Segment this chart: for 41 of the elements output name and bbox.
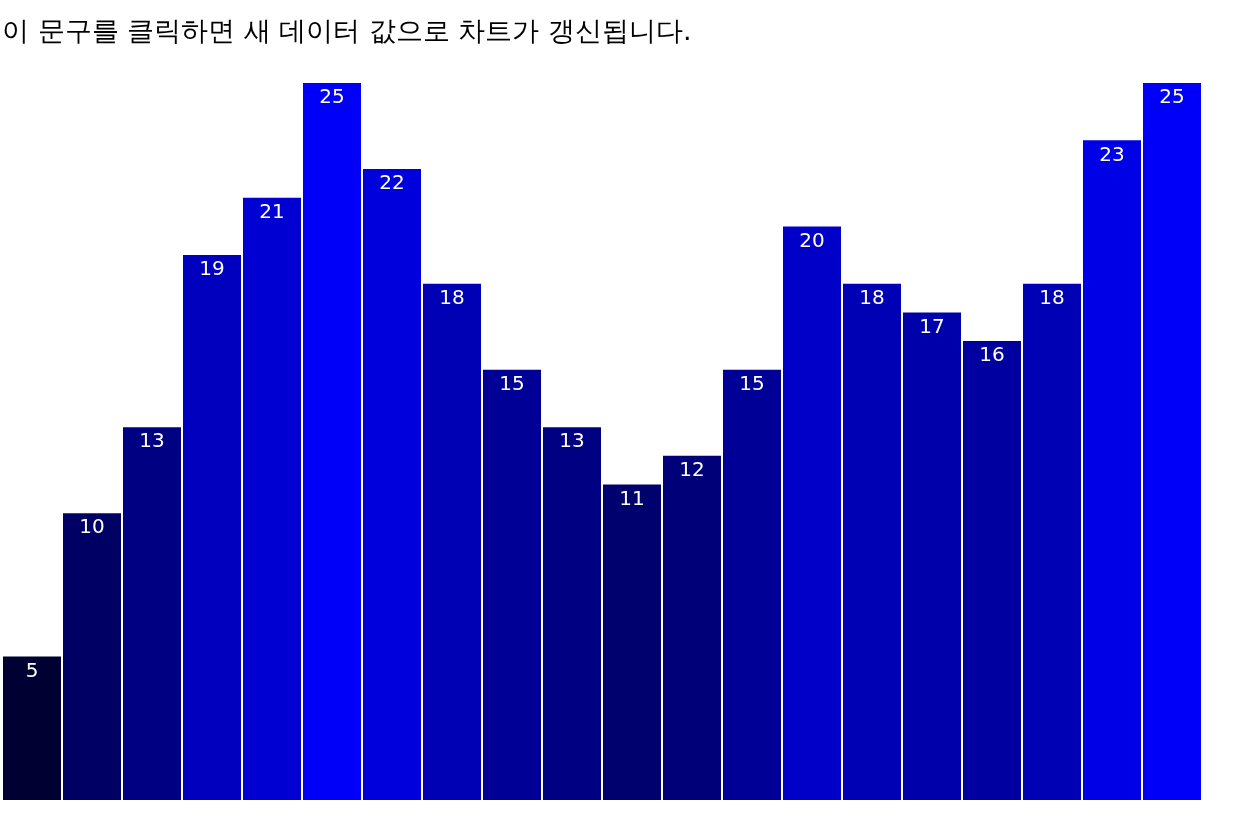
bar: [183, 255, 241, 800]
bar: [663, 455, 721, 800]
data-label: 25: [319, 84, 345, 109]
data-label: 10: [79, 514, 105, 539]
bar: [303, 83, 361, 800]
bar: [423, 283, 481, 800]
bar: [63, 513, 121, 800]
bar: [1143, 83, 1201, 800]
data-label: 12: [679, 457, 705, 482]
bar: [1083, 140, 1141, 800]
data-label: 13: [139, 428, 165, 453]
bar: [123, 427, 181, 800]
data-label: 15: [739, 371, 765, 395]
data-label: 11: [619, 485, 645, 510]
bar: [243, 197, 301, 800]
bar: [1023, 283, 1081, 800]
data-label: 18: [1039, 284, 1065, 309]
data-label: 20: [799, 227, 825, 252]
data-label: 5: [25, 657, 39, 682]
bar: [603, 484, 661, 800]
data-label: 18: [439, 284, 465, 309]
data-label: 13: [559, 428, 585, 453]
chart-title: 이 문구를 클릭하면 새 데이터 값으로 차트가 갱신됩니다.: [2, 14, 693, 48]
data-label: 25: [1159, 84, 1185, 109]
bar: [783, 226, 841, 800]
data-label: 18: [859, 284, 885, 309]
data-label: 17: [919, 313, 945, 338]
data-label: 19: [199, 256, 225, 281]
bar: [843, 283, 901, 800]
data-label: 23: [1099, 141, 1125, 166]
data-label: 21: [259, 198, 285, 223]
data-label: 15: [499, 371, 525, 395]
data-label: 16: [979, 342, 1005, 367]
bar: [483, 369, 541, 800]
bar: [3, 656, 61, 800]
bar: [543, 427, 601, 800]
bar: [903, 312, 961, 800]
bar: [723, 369, 781, 800]
data-label: 22: [379, 170, 405, 195]
bar: [363, 169, 421, 800]
bar: [963, 341, 1021, 800]
